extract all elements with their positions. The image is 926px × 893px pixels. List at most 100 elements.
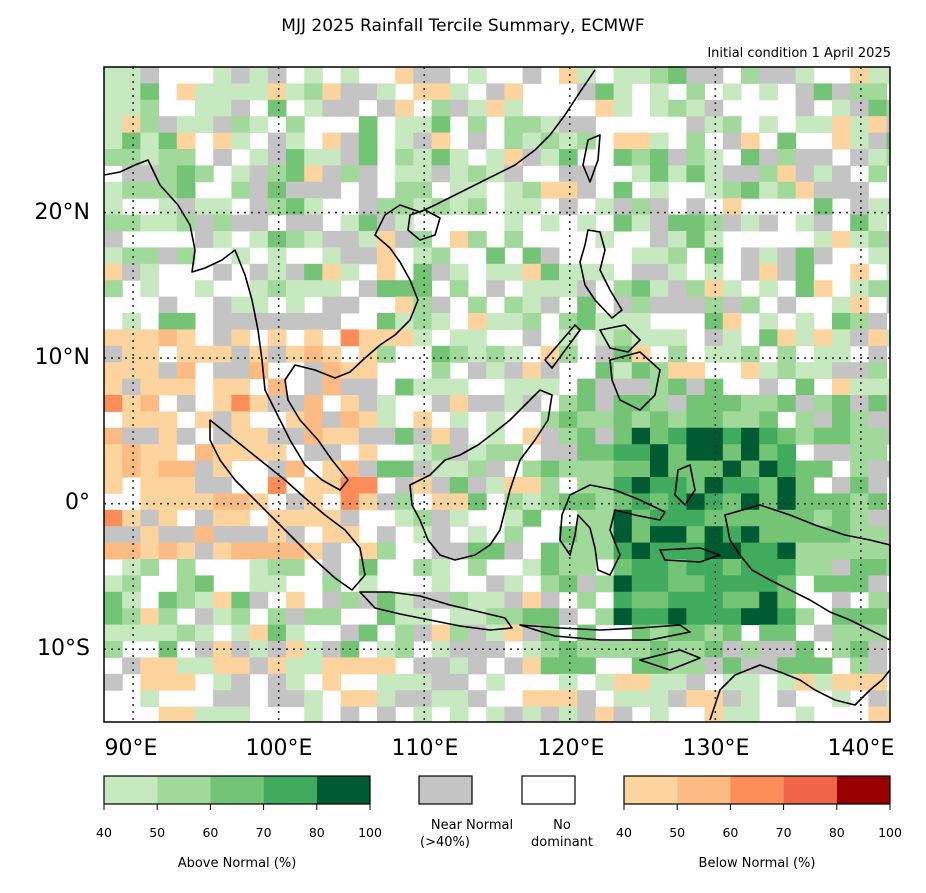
tercile-cell [413, 329, 433, 347]
tercile-cell [577, 509, 596, 527]
tercile-cell [213, 198, 232, 216]
tercile-cell [267, 509, 287, 527]
tercile-cell [868, 526, 888, 544]
tercile-cell [886, 296, 891, 314]
tercile-cell [322, 641, 342, 658]
tercile-cell [431, 427, 451, 445]
tercile-cell [158, 591, 178, 609]
tercile-cell [431, 165, 451, 183]
tercile-cell [140, 444, 160, 462]
tercile-cell [540, 493, 560, 511]
tercile-cell [686, 198, 706, 216]
tercile-cell [468, 444, 487, 462]
tercile-cell [377, 427, 396, 445]
tercile-cell [813, 116, 833, 134]
tercile-cell [668, 67, 687, 84]
coastline-halmahera [674, 464, 696, 506]
tercile-cell [504, 395, 524, 412]
tercile-cell [704, 460, 724, 478]
tercile-cell [559, 395, 578, 412]
tercile-cell [595, 477, 615, 494]
tercile-cell [722, 280, 742, 298]
tercile-cell [304, 329, 323, 347]
tercile-cell [449, 427, 469, 445]
tercile-cell [886, 542, 891, 560]
tercile-cell [340, 132, 360, 150]
tercile-cell [140, 67, 160, 84]
tercile-cell [413, 509, 433, 527]
tercile-cell [249, 444, 269, 462]
tercile-cell [759, 641, 778, 658]
tercile-cell [140, 493, 160, 511]
tercile-cell [850, 296, 869, 314]
tercile-cell [267, 444, 287, 462]
tercile-cell [140, 477, 160, 494]
coastline-timor [639, 649, 701, 671]
tercile-cell [595, 706, 615, 723]
tercile-cell [777, 690, 797, 708]
no-dominant-label-line2: dominant [530, 835, 594, 850]
tercile-cell [377, 313, 396, 330]
colorbar-frame [623, 775, 891, 805]
tercile-cell [395, 493, 414, 511]
tercile-cell [213, 362, 232, 380]
no-dominant-label: No dominant [502, 817, 622, 851]
tercile-cell [431, 509, 451, 527]
tercile-cell [795, 99, 815, 117]
tercile-cell [195, 460, 214, 478]
tercile-cell [176, 378, 196, 396]
tercile-cell [813, 83, 833, 101]
tercile-cell [140, 362, 160, 380]
tercile-cell [158, 493, 178, 511]
tercile-cell [595, 411, 615, 429]
tercile-cell [613, 214, 633, 232]
tercile-cell [522, 263, 542, 281]
tercile-cell [832, 591, 851, 609]
tercile-cell [195, 575, 214, 593]
tercile-cell [504, 378, 524, 396]
tercile-cell [668, 231, 687, 248]
tercile-cell [140, 345, 160, 363]
tercile-cell [504, 526, 524, 544]
tercile-cell [650, 526, 669, 544]
tercile-cell [267, 460, 287, 478]
tercile-cell [322, 657, 342, 675]
tercile-cell [486, 427, 505, 445]
tercile-cell [140, 247, 160, 265]
tercile-cell [540, 608, 560, 626]
tercile-cell [104, 99, 123, 117]
tercile-cell [832, 673, 851, 691]
tercile-cell [322, 165, 342, 183]
tercile-cell [267, 99, 287, 117]
tercile-cell [377, 280, 396, 298]
legend-bars [103, 775, 891, 810]
tercile-cell [122, 542, 141, 560]
tercile-cell [668, 641, 687, 658]
tercile-cell [704, 395, 724, 412]
tercile-cell [504, 706, 524, 723]
tercile-cell [522, 427, 542, 445]
tercile-cell [413, 673, 433, 691]
tercile-cell [522, 149, 542, 166]
tercile-cell [595, 509, 615, 527]
colorbar-tick-label: 80 [308, 825, 325, 840]
tercile-cell [650, 83, 669, 101]
tercile-cell [613, 509, 633, 527]
tercile-cell [631, 477, 651, 494]
tercile-cell [795, 493, 815, 511]
tercile-cell [777, 132, 797, 150]
tercile-cell [832, 444, 851, 462]
tercile-cell [813, 444, 833, 462]
tercile-cell [577, 116, 596, 134]
tercile-cell [813, 509, 833, 527]
tercile-cell [431, 460, 451, 478]
tercile-cell [540, 444, 560, 462]
tercile-cell [813, 214, 833, 232]
tercile-cell [686, 83, 706, 101]
tercile-cell [231, 526, 251, 544]
tercile-cell [540, 575, 560, 593]
tercile-cell [286, 608, 305, 626]
tercile-cell [449, 706, 469, 723]
tercile-cell [322, 231, 342, 248]
tercile-cell [358, 657, 378, 675]
